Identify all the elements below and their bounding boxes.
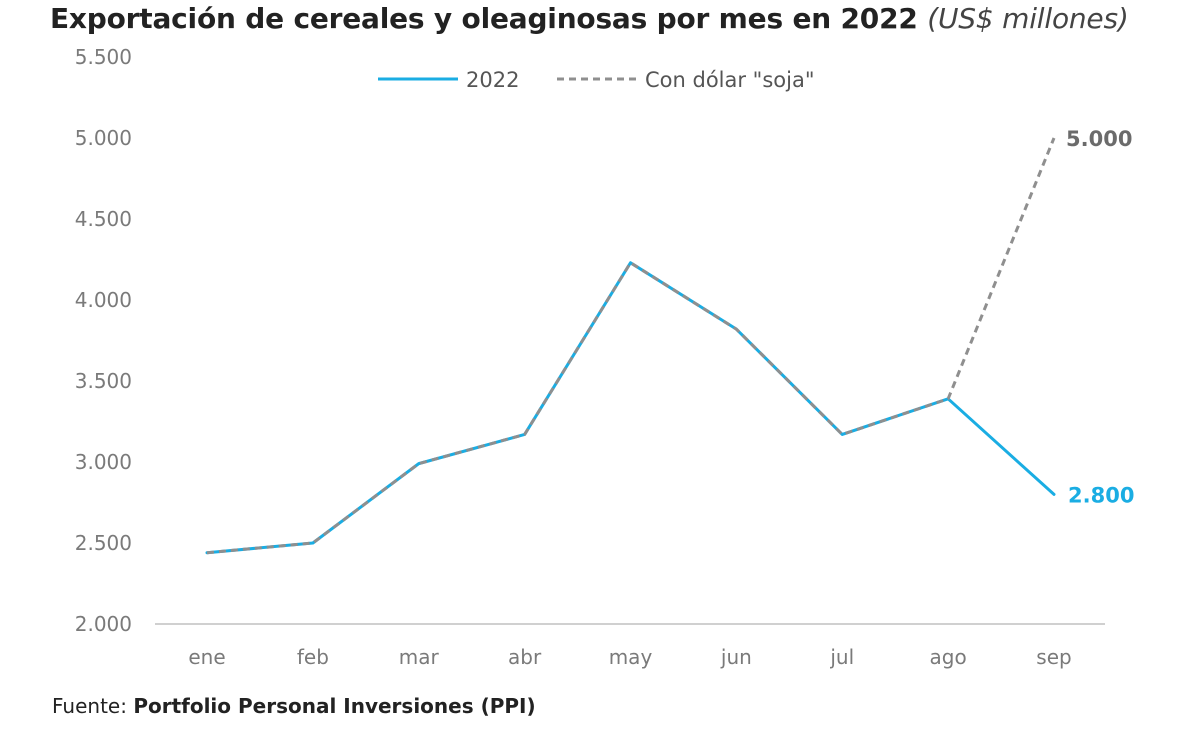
chart-title-unit: (US$ millones) bbox=[927, 2, 1129, 35]
chart-title: Exportación de cereales y oleaginosas po… bbox=[50, 2, 1129, 35]
source-note: Fuente: Portfolio Personal Inversiones (… bbox=[52, 694, 536, 718]
end-label-2022: 2.800 bbox=[1068, 483, 1134, 507]
legend-label-soja: Con dólar "soja" bbox=[645, 68, 815, 92]
x-axis-ticks: ene feb mar abr may jun jul ago sep bbox=[188, 645, 1071, 669]
legend-label-2022: 2022 bbox=[466, 68, 519, 92]
legend: 2022 Con dólar "soja" bbox=[378, 68, 815, 92]
y-tick-label: 5.000 bbox=[75, 126, 132, 150]
x-tick-label: abr bbox=[508, 645, 542, 669]
y-tick-label: 2.000 bbox=[75, 612, 132, 636]
x-tick-label: ago bbox=[930, 645, 967, 669]
x-tick-label: may bbox=[609, 645, 653, 669]
y-tick-label: 5.500 bbox=[75, 45, 132, 69]
series-lines bbox=[205, 137, 1056, 555]
source-prefix: Fuente: bbox=[52, 694, 127, 718]
y-tick-label: 3.500 bbox=[75, 369, 132, 393]
series-line-soja bbox=[206, 137, 1056, 555]
y-tick-label: 3.000 bbox=[75, 450, 132, 474]
x-tick-label: sep bbox=[1036, 645, 1071, 669]
y-axis-ticks: 2.000 2.500 3.000 3.500 4.000 4.500 5.000 5.500 bbox=[75, 45, 132, 636]
x-tick-label: jul bbox=[829, 645, 854, 669]
series-line-2022 bbox=[205, 261, 1056, 555]
y-tick-label: 2.500 bbox=[75, 531, 132, 555]
y-tick-label: 4.000 bbox=[75, 288, 132, 312]
x-tick-label: jun bbox=[720, 645, 752, 669]
chart-title-main: Exportación de cereales y oleaginosas po… bbox=[50, 2, 918, 35]
y-tick-label: 4.500 bbox=[75, 207, 132, 231]
x-tick-label: mar bbox=[399, 645, 440, 669]
source-name: Portfolio Personal Inversiones (PPI) bbox=[133, 694, 536, 718]
x-tick-label: feb bbox=[297, 645, 329, 669]
x-tick-label: ene bbox=[188, 645, 225, 669]
end-label-soja: 5.000 bbox=[1066, 127, 1132, 151]
